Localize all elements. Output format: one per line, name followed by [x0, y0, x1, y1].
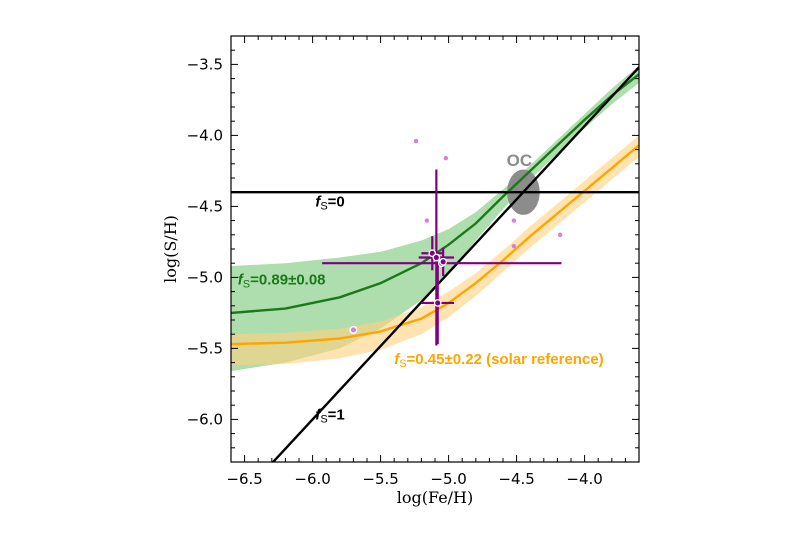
data-points: [322, 138, 563, 346]
y-tick-label: −4.5: [187, 197, 223, 215]
oc-label: OC: [507, 151, 533, 170]
x-tick-label: −6.5: [226, 470, 262, 488]
faint-point: [424, 218, 430, 223]
green-model-band: [231, 65, 639, 372]
annotation-2: fS=0.89±0.08: [238, 272, 326, 291]
y-tick-label: −5.0: [187, 268, 223, 286]
y-axis-title: log(S/H): [161, 215, 180, 283]
model-lines: [231, 66, 639, 462]
faint-point: [443, 155, 449, 161]
y-tick-label: −5.5: [187, 339, 223, 357]
x-axis-title: log(Fe/H): [397, 488, 474, 507]
x-tick-label: −6.0: [294, 470, 330, 488]
faint-point: [413, 138, 419, 144]
faint-point: [511, 218, 517, 223]
annotations: OC fS=0 fS=1 fS=0.89±0.08 fS=0.45±0.22 (sola…: [238, 151, 604, 425]
measurement-point: [439, 257, 448, 266]
fs1-line: [271, 66, 639, 462]
measurement-point: [433, 299, 442, 307]
orange-model-line: [231, 144, 639, 346]
annotation-0: fS=0: [315, 193, 344, 212]
faint-point: [511, 243, 517, 249]
x-tick-label: −4.5: [498, 470, 534, 488]
measurement-point: [432, 253, 441, 262]
annotation-3: fS=0.45±0.22 (solar reference): [394, 351, 603, 370]
x-tick-label: −5.0: [430, 470, 466, 488]
y-tick-label: −6.0: [187, 410, 223, 428]
x-tick-label: −4.0: [566, 470, 602, 488]
green-model-line: [231, 73, 639, 315]
axis-tick-labels: −6.5 −6.0 −5.5 −5.0 −4.5 −4.0 −3.5 −4.0 −4.5 −5.0…: [187, 55, 603, 488]
measurement-point: [349, 325, 358, 334]
y-tick-label: −3.5: [187, 55, 223, 73]
annotation-1: fS=1: [315, 406, 344, 425]
model-bands: [231, 65, 639, 372]
axis-ticks: [230, 35, 640, 463]
x-tick-label: −5.5: [362, 470, 398, 488]
y-tick-label: −4.0: [187, 126, 223, 144]
faint-point: [557, 232, 563, 237]
